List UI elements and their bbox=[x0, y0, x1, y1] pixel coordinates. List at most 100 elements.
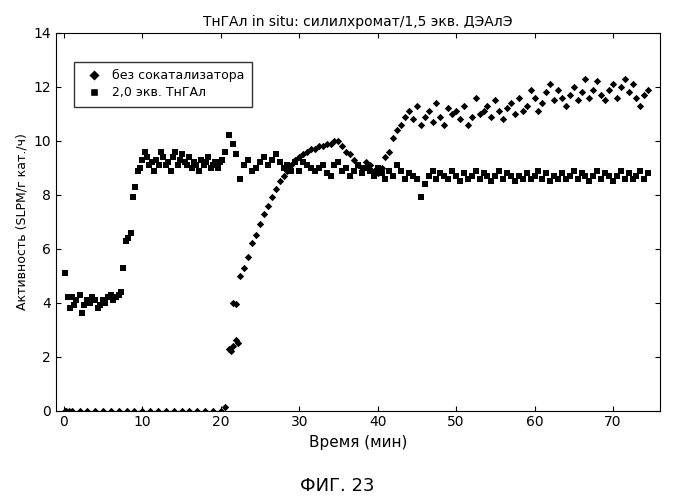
Point bbox=[549, 172, 560, 180]
Point bbox=[243, 253, 254, 261]
Point bbox=[482, 102, 493, 110]
Point bbox=[462, 174, 473, 182]
Point bbox=[259, 153, 269, 161]
Point bbox=[454, 178, 465, 186]
Point bbox=[144, 161, 155, 169]
Point bbox=[631, 172, 642, 180]
Point bbox=[404, 169, 414, 177]
Point bbox=[514, 94, 524, 102]
Point bbox=[525, 174, 536, 182]
Point bbox=[86, 294, 97, 302]
Point bbox=[65, 304, 76, 312]
Point bbox=[537, 99, 547, 107]
Point bbox=[408, 116, 418, 124]
Point bbox=[317, 142, 328, 150]
Point bbox=[612, 94, 622, 102]
Point bbox=[239, 264, 250, 272]
Point bbox=[163, 158, 173, 166]
Point bbox=[408, 172, 418, 180]
Point bbox=[388, 172, 399, 180]
Point bbox=[198, 161, 209, 169]
Point bbox=[207, 161, 218, 169]
Point bbox=[458, 102, 469, 110]
Point bbox=[372, 164, 383, 172]
Point bbox=[588, 172, 599, 180]
Point bbox=[396, 166, 406, 174]
Point bbox=[321, 169, 332, 177]
Point bbox=[384, 166, 395, 174]
Point bbox=[486, 112, 497, 120]
Point bbox=[588, 86, 599, 94]
Point bbox=[66, 294, 77, 302]
Point bbox=[263, 202, 273, 209]
Point bbox=[360, 164, 371, 172]
Point bbox=[525, 86, 536, 94]
Point bbox=[302, 148, 313, 156]
Point bbox=[250, 164, 261, 172]
Point bbox=[364, 161, 375, 169]
Point bbox=[230, 336, 241, 344]
Point bbox=[423, 172, 434, 180]
Point bbox=[144, 406, 155, 414]
Point bbox=[619, 75, 630, 83]
Point bbox=[139, 148, 150, 156]
Point bbox=[560, 102, 571, 110]
Point bbox=[553, 86, 564, 94]
Point bbox=[415, 120, 426, 128]
Point bbox=[298, 158, 308, 166]
X-axis label: Время (мин): Время (мин) bbox=[309, 435, 407, 450]
Point bbox=[267, 156, 277, 164]
Point bbox=[158, 153, 169, 161]
Point bbox=[576, 169, 587, 177]
Point bbox=[217, 156, 227, 164]
Point bbox=[231, 300, 242, 308]
Point bbox=[584, 178, 595, 186]
Point bbox=[113, 290, 124, 298]
Point bbox=[564, 172, 575, 180]
Point bbox=[228, 342, 239, 350]
Point bbox=[156, 148, 167, 156]
Point bbox=[427, 118, 438, 126]
Point bbox=[572, 174, 583, 182]
Point bbox=[225, 347, 236, 355]
Point bbox=[184, 153, 195, 161]
Point bbox=[267, 194, 277, 202]
Point bbox=[172, 161, 183, 169]
Point bbox=[608, 178, 618, 186]
Point bbox=[105, 406, 116, 414]
Point bbox=[176, 406, 187, 414]
Point bbox=[345, 150, 356, 158]
Point bbox=[439, 172, 450, 180]
Point bbox=[270, 186, 281, 194]
Point bbox=[612, 172, 622, 180]
Point bbox=[635, 102, 646, 110]
Point bbox=[151, 156, 162, 164]
Point bbox=[623, 169, 634, 177]
Point bbox=[376, 169, 387, 177]
Point bbox=[643, 86, 653, 94]
Point bbox=[205, 164, 216, 172]
Point bbox=[533, 166, 544, 174]
Point bbox=[451, 107, 462, 115]
Point bbox=[553, 174, 564, 182]
Point bbox=[384, 148, 395, 156]
Point bbox=[235, 272, 246, 280]
Point bbox=[502, 104, 512, 112]
Point bbox=[396, 120, 406, 128]
Point bbox=[317, 161, 328, 169]
Point bbox=[137, 406, 148, 414]
Point bbox=[580, 75, 591, 83]
Point bbox=[475, 174, 485, 182]
Point bbox=[254, 220, 265, 228]
Point bbox=[603, 172, 614, 180]
Point bbox=[643, 169, 653, 177]
Point bbox=[568, 166, 579, 174]
Point bbox=[482, 172, 493, 180]
Point bbox=[545, 178, 556, 186]
Point bbox=[419, 180, 430, 188]
Point bbox=[458, 169, 469, 177]
Point bbox=[200, 406, 211, 414]
Point bbox=[517, 107, 528, 115]
Point bbox=[412, 174, 423, 182]
Point bbox=[635, 166, 646, 174]
